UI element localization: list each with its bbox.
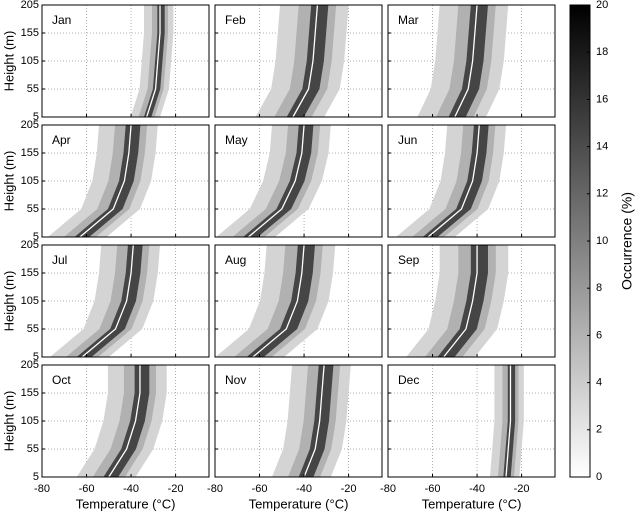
y-tick-label: 205: [21, 239, 39, 251]
occurrence-band: [243, 125, 314, 237]
y-tick-label: 105: [21, 55, 39, 67]
x-tick-label: -80: [34, 483, 50, 495]
colorbar-label: Occurrence (%): [619, 192, 635, 290]
panel-title: Sep: [398, 253, 420, 267]
y-tick-label: 155: [21, 147, 39, 159]
panel-title: Feb: [225, 13, 246, 27]
y-tick-label: 205: [21, 359, 39, 371]
colorbar-tick-label: 0: [596, 471, 602, 483]
mean-profile: [252, 244, 305, 358]
y-axis-label: Height (m): [1, 271, 16, 332]
colorbar-tick-label: 12: [596, 188, 608, 200]
panel-title: Mar: [398, 13, 419, 27]
mean-profile: [79, 124, 132, 238]
occurrence-band: [74, 125, 141, 237]
occurrence-band: [448, 5, 488, 117]
x-tick-label: -20: [168, 483, 184, 495]
occurrence-band: [286, 5, 329, 117]
mean-profile: [454, 4, 478, 118]
x-axis-label: Temperature (°C): [249, 496, 349, 511]
mean-profile: [427, 124, 480, 238]
x-tick-label: -60: [425, 483, 441, 495]
colorbar-tick-label: 8: [596, 282, 602, 294]
occurrence-band: [76, 245, 143, 357]
colorbar-tick-label: 4: [596, 377, 602, 389]
mean-profile: [303, 364, 325, 478]
y-tick-label: 155: [21, 27, 39, 39]
mean-profile: [443, 245, 478, 358]
y-axis-label: Height (m): [1, 31, 16, 92]
colorbar-tick-label: 14: [596, 141, 608, 153]
y-tick-label: 5: [33, 351, 39, 363]
panel-title: Aug: [225, 253, 246, 267]
panel-title: Oct: [52, 373, 71, 387]
x-tick-label: -20: [341, 483, 357, 495]
panel-title: Nov: [225, 373, 246, 387]
panel-title: Jan: [52, 13, 71, 27]
mean-profile: [505, 365, 512, 478]
mean-profile: [146, 5, 161, 118]
x-tick-label: -80: [207, 483, 223, 495]
y-tick-label: 5: [33, 231, 39, 243]
y-tick-label: 105: [21, 175, 39, 187]
y-tick-label: 105: [21, 415, 39, 427]
occurrence-band: [437, 245, 488, 357]
y-tick-label: 155: [21, 387, 39, 399]
y-tick-label: 55: [27, 443, 39, 455]
x-tick-label: -40: [123, 483, 139, 495]
panel-title: Dec: [398, 373, 419, 387]
occurrence-band: [103, 365, 150, 477]
x-tick-label: -40: [469, 483, 485, 495]
y-tick-label: 205: [21, 0, 39, 11]
y-tick-label: 55: [27, 203, 39, 215]
y-tick-label: 205: [21, 119, 39, 131]
colorbar-tick-label: 6: [596, 329, 602, 341]
panel-title: Jul: [52, 253, 67, 267]
mean-profile: [247, 124, 305, 238]
x-tick-label: -80: [380, 483, 396, 495]
x-axis-label: Temperature (°C): [422, 496, 522, 511]
mean-profile: [292, 4, 319, 118]
y-tick-label: 55: [27, 323, 39, 335]
colorbar-tick-label: 20: [596, 0, 608, 11]
x-tick-label: -40: [296, 483, 312, 495]
y-tick-label: 155: [21, 267, 39, 279]
colorbar-tick-label: 18: [596, 46, 608, 58]
y-tick-label: 5: [33, 111, 39, 123]
colorbar-tick-label: 16: [596, 93, 608, 105]
panel-title: Jun: [398, 133, 417, 147]
y-tick-label: 105: [21, 295, 39, 307]
x-axis-label: Temperature (°C): [76, 496, 176, 511]
mean-profile: [108, 365, 141, 478]
colorbar-tick-label: 2: [596, 424, 602, 436]
occurrence-band: [298, 365, 334, 477]
y-tick-label: 5: [33, 471, 39, 483]
x-tick-label: -60: [79, 483, 95, 495]
panel-title: May: [225, 133, 248, 147]
occurrence-band: [246, 245, 315, 357]
mean-profile: [81, 244, 134, 358]
panel-title: Apr: [52, 133, 71, 147]
x-tick-label: -20: [514, 483, 530, 495]
colorbar-tick-label: 10: [596, 235, 608, 247]
y-tick-label: 55: [27, 83, 39, 95]
y-axis-label: Height (m): [1, 151, 16, 212]
occurrence-band: [503, 365, 516, 477]
y-axis-label: Height (m): [1, 391, 16, 452]
x-tick-label: -60: [252, 483, 268, 495]
occurrence-band: [422, 125, 489, 237]
